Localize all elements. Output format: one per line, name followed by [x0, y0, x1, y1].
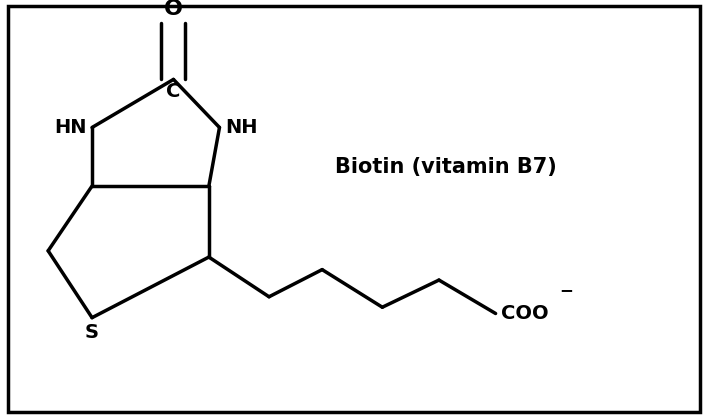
Text: −: − — [559, 281, 573, 300]
Text: NH: NH — [225, 118, 258, 137]
Text: O: O — [164, 0, 183, 19]
Text: S: S — [85, 323, 99, 342]
Text: Biotin (vitamin B7): Biotin (vitamin B7) — [335, 157, 557, 177]
Text: C: C — [166, 82, 181, 100]
Text: COO: COO — [501, 304, 549, 323]
Text: HN: HN — [54, 118, 86, 137]
